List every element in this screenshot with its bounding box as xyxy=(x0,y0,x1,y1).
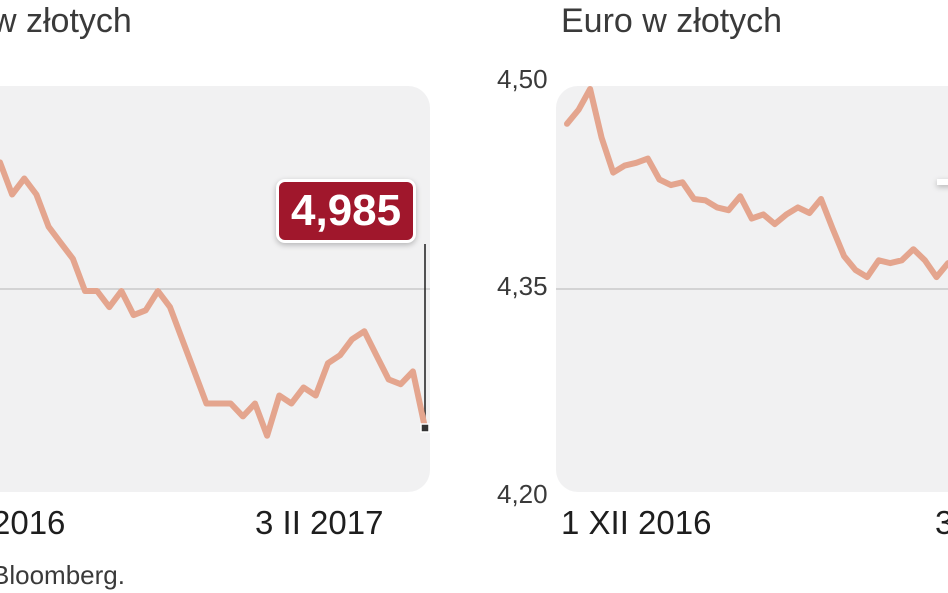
left-x-label-start: 2016 xyxy=(0,504,66,541)
right-ytick-label: 4,35 xyxy=(497,271,548,301)
left-last-value-badge: 4,985 xyxy=(279,182,414,240)
source-note: Bloomberg. xyxy=(0,560,125,590)
right-series-line xyxy=(564,86,948,281)
left-series-path xyxy=(0,159,428,439)
right-x-label-end: 3 xyxy=(935,504,948,541)
left-x-label-end: 3 II 2017 xyxy=(255,504,384,541)
left-chart-title: w złotych xyxy=(0,2,132,40)
left-series-line xyxy=(0,159,428,439)
right-ytick-label: 4,20 xyxy=(497,479,548,509)
left-last-point-marker xyxy=(420,423,430,433)
right-chart-title: Euro w złotych xyxy=(561,2,783,40)
right-series-path xyxy=(564,86,948,281)
right-ytick-label: 4,50 xyxy=(497,64,548,94)
right-x-label-start: 1 XII 2016 xyxy=(561,504,712,541)
